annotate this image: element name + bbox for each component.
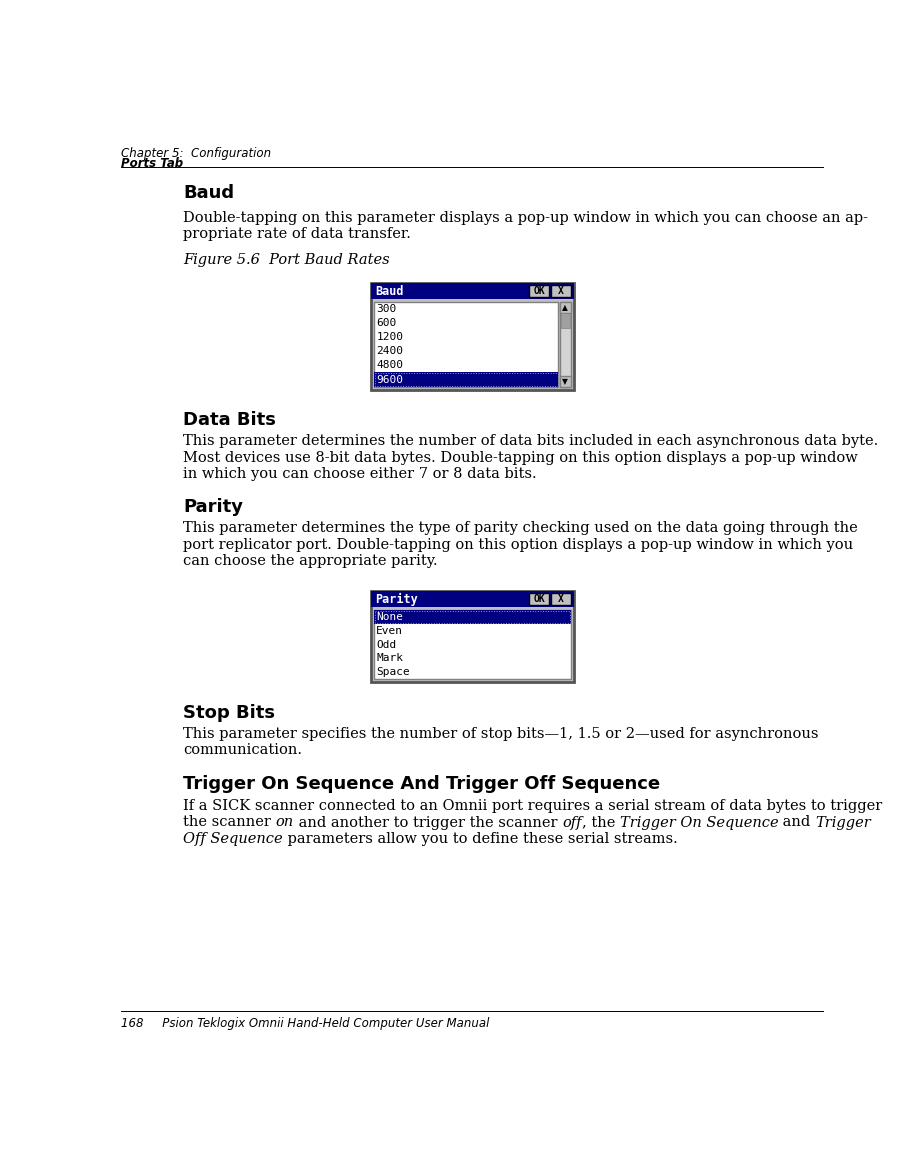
Bar — [561, 313, 570, 329]
Bar — [560, 375, 571, 387]
Text: in which you can choose either 7 or 8 data bits.: in which you can choose either 7 or 8 da… — [183, 467, 537, 481]
Bar — [374, 373, 558, 387]
Text: Baud: Baud — [375, 285, 403, 297]
Bar — [529, 285, 549, 297]
Text: 1200: 1200 — [377, 332, 403, 342]
Text: Baud: Baud — [183, 184, 235, 202]
Text: This parameter determines the type of parity checking used on the data going thr: This parameter determines the type of pa… — [183, 522, 858, 536]
Text: Mark: Mark — [377, 653, 403, 664]
Text: Trigger On Sequence And Trigger Off Sequence: Trigger On Sequence And Trigger Off Sequ… — [183, 775, 660, 792]
Bar — [560, 302, 571, 313]
Text: 168     Psion Teklogix Omnii Hand-Held Computer User Manual: 168 Psion Teklogix Omnii Hand-Held Compu… — [122, 1017, 490, 1031]
Text: , the: , the — [581, 816, 620, 830]
Bar — [371, 591, 574, 682]
Bar — [371, 284, 574, 299]
Text: off: off — [562, 816, 581, 830]
Text: can choose the appropriate parity.: can choose the appropriate parity. — [183, 554, 438, 568]
Text: 9600: 9600 — [377, 374, 403, 385]
Text: on: on — [275, 816, 294, 830]
Bar — [375, 611, 570, 623]
Text: This parameter specifies the number of stop bits—1, 1.5 or 2—used for asynchrono: This parameter specifies the number of s… — [183, 727, 819, 741]
Text: Trigger On Sequence: Trigger On Sequence — [620, 816, 778, 830]
Text: Parity: Parity — [183, 498, 243, 516]
Text: communication.: communication. — [183, 744, 302, 758]
Text: port replicator port. Double-tapping on this option displays a pop-up window in : port replicator port. Double-tapping on … — [183, 538, 854, 552]
Text: 2400: 2400 — [377, 346, 403, 357]
Text: None: None — [377, 612, 403, 622]
Text: This parameter determines the number of data bits included in each asynchronous : This parameter determines the number of … — [183, 435, 879, 449]
Text: and: and — [778, 816, 815, 830]
Text: Space: Space — [377, 667, 410, 677]
Text: 4800: 4800 — [377, 360, 403, 371]
Text: Most devices use 8-bit data bytes. Double-tapping on this option displays a pop-: Most devices use 8-bit data bytes. Doubl… — [183, 451, 858, 465]
Text: Double-tapping on this parameter displays a pop-up window in which you can choos: Double-tapping on this parameter display… — [183, 211, 869, 225]
Text: Data Bits: Data Bits — [183, 411, 276, 429]
Text: X: X — [558, 594, 564, 604]
Text: 600: 600 — [377, 318, 397, 328]
Text: OK: OK — [533, 286, 545, 296]
Bar — [551, 285, 571, 297]
Text: ▼: ▼ — [563, 376, 568, 386]
Bar — [371, 591, 574, 607]
Text: If a SICK scanner connected to an Omnii port requires a serial stream of data by: If a SICK scanner connected to an Omnii … — [183, 799, 882, 813]
Text: Odd: Odd — [377, 639, 397, 650]
Text: Chapter 5:  Configuration: Chapter 5: Configuration — [122, 148, 272, 160]
Text: Ports Tab: Ports Tab — [122, 157, 183, 170]
Bar — [374, 610, 571, 680]
Bar — [560, 302, 571, 387]
Bar — [371, 284, 574, 389]
Text: X: X — [558, 286, 564, 296]
Text: and another to trigger the scanner: and another to trigger the scanner — [294, 816, 562, 830]
Text: Off Sequence: Off Sequence — [183, 832, 283, 846]
Text: parameters allow you to define these serial streams.: parameters allow you to define these ser… — [283, 832, 678, 846]
Text: ▲: ▲ — [563, 303, 568, 311]
Text: Figure 5.6  Port Baud Rates: Figure 5.6 Port Baud Rates — [183, 252, 390, 266]
Bar — [375, 373, 557, 386]
Bar — [374, 302, 558, 387]
Bar — [529, 593, 549, 605]
Text: Trigger: Trigger — [815, 816, 871, 830]
Text: Stop Bits: Stop Bits — [183, 704, 275, 722]
Bar — [374, 610, 571, 624]
Text: the scanner: the scanner — [183, 816, 275, 830]
Text: propriate rate of data transfer.: propriate rate of data transfer. — [183, 228, 411, 242]
Text: Even: Even — [377, 625, 403, 636]
Text: 300: 300 — [377, 304, 397, 314]
Text: Parity: Parity — [375, 593, 417, 605]
Bar — [551, 593, 571, 605]
Text: OK: OK — [533, 594, 545, 604]
